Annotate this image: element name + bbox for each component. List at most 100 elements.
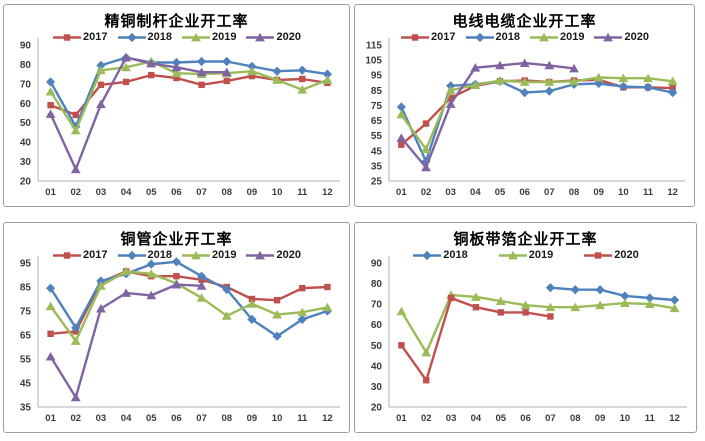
triangle-marker	[146, 290, 157, 300]
x-tick-label: 10	[272, 413, 283, 424]
legend-label: 2020	[614, 249, 639, 261]
triangle-marker	[421, 144, 431, 154]
x-tick-label: 05	[146, 187, 157, 198]
square-marker	[547, 313, 554, 320]
legend-label: 2017	[83, 249, 108, 261]
y-tick-label: 80	[20, 60, 32, 71]
y-tick-label: 55	[20, 355, 32, 366]
triangle-marker	[196, 293, 207, 302]
square-marker	[398, 342, 405, 349]
x-tick-label: 08	[570, 413, 581, 424]
triangle-marker	[667, 76, 678, 86]
triangle-marker	[70, 392, 81, 402]
square-marker	[97, 81, 105, 89]
x-tick-label: 07	[196, 413, 207, 424]
legend-item-2017: 2017	[400, 31, 456, 43]
legend-triangle-icon	[246, 32, 275, 41]
square-marker	[198, 81, 205, 89]
triangle-marker	[421, 162, 431, 172]
legend-diamond-icon	[117, 250, 146, 260]
square-marker	[47, 330, 54, 337]
triangle-marker	[45, 301, 56, 311]
triangle-marker	[539, 32, 549, 41]
diamond-marker	[474, 32, 485, 42]
triangle-marker	[121, 53, 131, 62]
x-tick-label: 04	[121, 187, 132, 198]
series-line-2019	[400, 76, 673, 151]
x-tick-label: 02	[70, 413, 81, 424]
triangle-marker	[96, 281, 106, 290]
y-tick-label: 75	[20, 307, 32, 318]
y-tick-label: 60	[371, 320, 383, 331]
diamond-marker	[643, 82, 653, 92]
triangle-marker	[121, 62, 131, 72]
triangle-marker	[96, 99, 106, 109]
triangle-marker	[643, 73, 653, 83]
x-tick-label: 06	[171, 187, 182, 198]
diamond-marker	[520, 88, 530, 98]
series-2020	[396, 58, 579, 172]
triangle-marker	[247, 299, 257, 308]
diamond-marker	[96, 60, 106, 70]
square-marker	[522, 309, 529, 316]
triangle-marker	[620, 298, 630, 308]
diamond-marker	[96, 276, 106, 286]
triangle-marker	[519, 77, 530, 86]
x-tick-label: 07	[545, 413, 556, 424]
legend-item-2018: 2018	[117, 249, 172, 261]
triangle-marker	[121, 288, 131, 297]
triangle-marker	[146, 269, 157, 278]
x-tick-label: 07	[196, 187, 207, 198]
x-tick-label: 03	[446, 413, 457, 424]
legend-item-2018: 2018	[412, 249, 468, 261]
plot-area: 20 30 40 50 60 70 80 90 01 02 03 04 05 06 07 08 09 10 11 12	[20, 38, 340, 198]
x-tick-label: 09	[247, 413, 258, 424]
triangle-marker	[297, 307, 308, 317]
y-tick-label: 40	[20, 138, 32, 149]
y-tick-label: 30	[371, 382, 383, 393]
legend-item-2020: 2020	[245, 31, 301, 43]
diamond-marker	[247, 61, 257, 71]
chart-legend: 2017 2018 2019 2020	[4, 30, 349, 44]
plot-area: 25 35 45 55 65 75 85 95 105 115 01 02 03 04 05 06 07 08 09…	[365, 38, 685, 198]
triangle-marker	[470, 63, 481, 72]
y-tick-label: 90	[371, 259, 383, 270]
x-tick-label: 03	[96, 413, 107, 424]
triangle-marker	[495, 296, 506, 305]
y-tick-label: 85	[20, 283, 32, 294]
triangle-marker	[70, 336, 81, 345]
series-line-2018	[550, 286, 675, 302]
diamond-marker	[45, 77, 56, 87]
triangle-marker	[445, 85, 456, 95]
legend-square-icon	[584, 251, 613, 259]
x-tick-label: 01	[396, 187, 407, 198]
x-tick-label: 12	[667, 187, 678, 198]
series-2018	[45, 53, 333, 132]
legend-item-2019: 2019	[529, 31, 584, 43]
triangle-marker	[171, 68, 182, 78]
triangle-marker	[121, 266, 131, 276]
triangle-marker	[570, 302, 581, 312]
triangle-marker	[396, 109, 407, 119]
x-tick-label: 04	[121, 413, 132, 424]
x-tick-label: 10	[272, 187, 283, 198]
triangle-marker	[507, 250, 518, 259]
square-marker	[595, 251, 602, 259]
square-marker	[223, 77, 230, 85]
legend-label: 2020	[276, 31, 301, 43]
legend-item-2019: 2019	[181, 249, 236, 261]
x-tick-label: 01	[396, 413, 407, 424]
y-tick-label: 70	[20, 79, 32, 90]
triangle-marker	[520, 300, 531, 310]
diamond-marker	[272, 66, 282, 76]
x-tick-label: 12	[322, 187, 333, 198]
legend-item-2019: 2019	[181, 31, 236, 43]
x-tick-label: 06	[520, 413, 531, 424]
diamond-marker	[126, 32, 137, 42]
y-tick-label: 115	[366, 41, 383, 52]
square-marker	[299, 75, 306, 83]
square-marker	[447, 94, 454, 102]
triangle-marker	[593, 72, 604, 82]
triangle-marker	[191, 250, 201, 259]
y-tick-label: 30	[20, 157, 32, 168]
